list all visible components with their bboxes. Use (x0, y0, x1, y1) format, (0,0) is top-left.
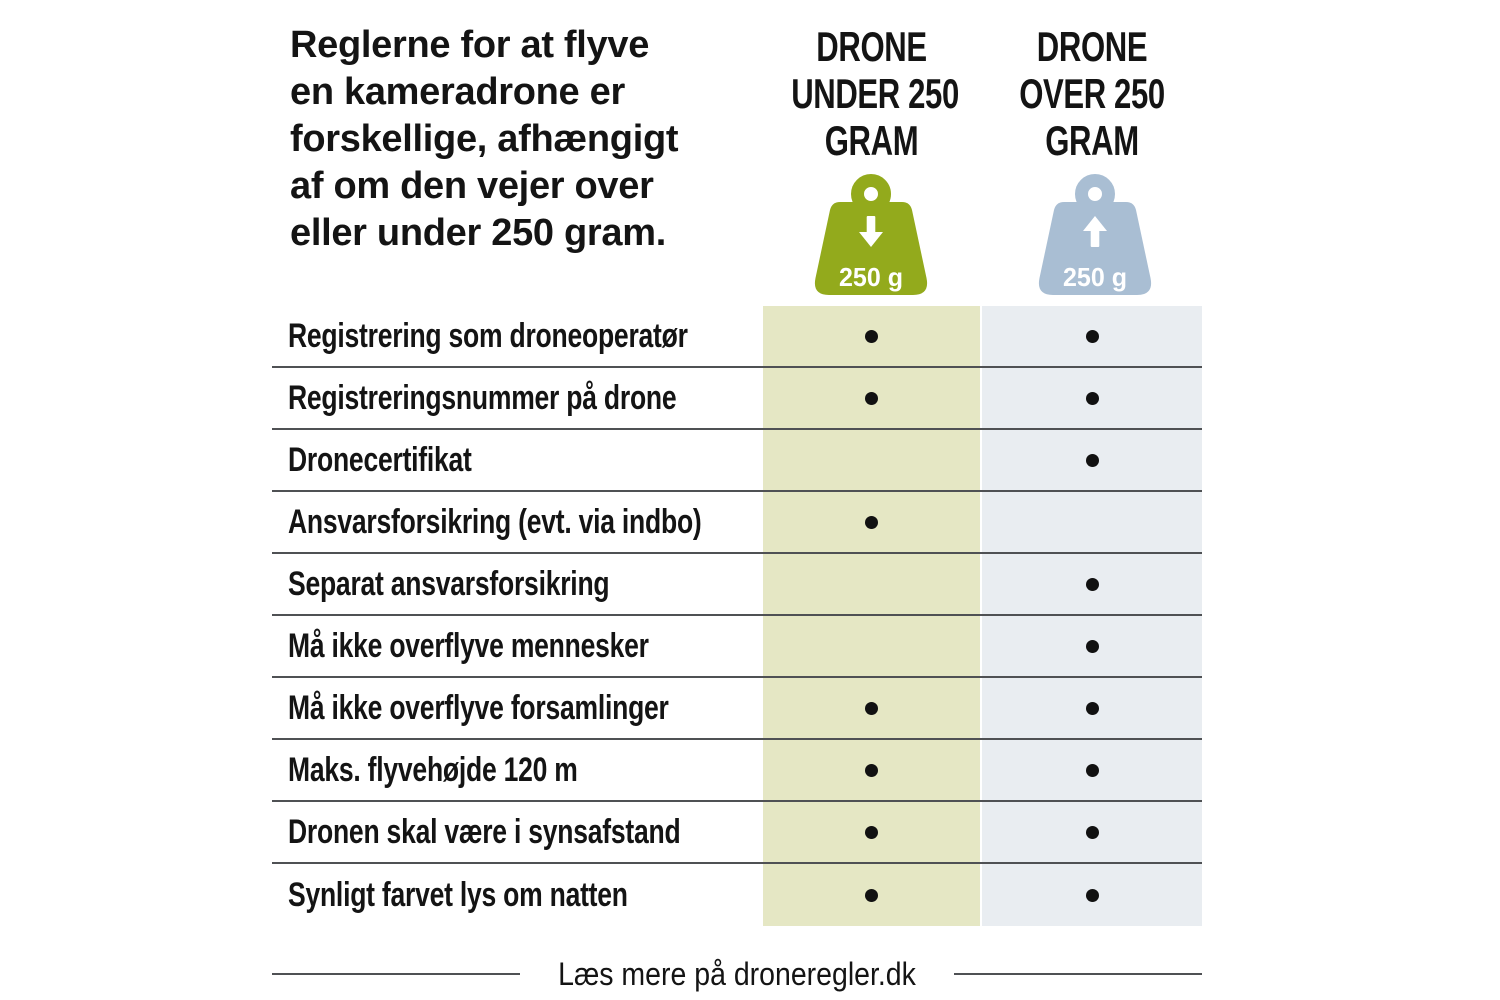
cell-over-250 (982, 430, 1202, 490)
cell-over-250 (982, 802, 1202, 862)
row-label-wrap: Ansvarsforsikring (evt. via indbo) (288, 492, 818, 552)
check-dot (865, 515, 878, 529)
table-row: Dronecertifikat (272, 430, 1202, 492)
check-dot (865, 888, 878, 902)
check-dot (1085, 763, 1099, 777)
cell-under-250 (763, 306, 980, 366)
row-label: Synligt farvet lys om natten (288, 875, 628, 914)
weight-label: 250 g (1063, 262, 1127, 292)
footer-text: Læs mere på droneregler.dk (558, 955, 916, 992)
cell-over-250 (982, 306, 1202, 366)
check-dot (865, 763, 878, 777)
column-header-over-250: DRONE OVER 250 GRAM (1011, 23, 1174, 164)
check-dot (1085, 639, 1099, 653)
check-dot (1085, 453, 1099, 467)
table-row: Må ikke overflyve mennesker (272, 616, 1202, 678)
cell-over-250 (982, 864, 1202, 926)
row-label-wrap: Separat ansvarsforsikring (288, 554, 700, 614)
arrow-up-head (1083, 216, 1107, 231)
check-dot (1085, 577, 1099, 591)
arrow-down-head (859, 232, 883, 247)
cell-under-250 (763, 740, 980, 800)
check-dot (865, 329, 878, 343)
weight-label: 250 g (839, 262, 903, 292)
check-dot (865, 391, 878, 405)
footer: Læs mere på droneregler.dk (272, 953, 1202, 995)
row-label: Registreringsnummer på drone (288, 378, 677, 417)
table-row: Synligt farvet lys om natten (272, 864, 1202, 926)
footer-rule-left (272, 973, 520, 975)
column-header-line: GRAM (1045, 117, 1139, 164)
cell-over-250 (982, 492, 1202, 552)
row-label: Dronecertifikat (288, 440, 472, 479)
cell-under-250 (763, 616, 980, 676)
cell-under-250 (763, 492, 980, 552)
intro-text: Reglerne for at flyve en kameradrone er … (290, 22, 760, 257)
intro-line: Reglerne for at flyve (290, 24, 650, 66)
row-label-wrap: Registrering som droneoperatør (288, 306, 800, 366)
cell-under-250 (763, 802, 980, 862)
arrow-down-shaft (866, 216, 876, 234)
cell-over-250 (982, 616, 1202, 676)
weight-arrow-down-icon: 250 g (814, 174, 928, 295)
row-label: Ansvarsforsikring (evt. via indbo) (288, 502, 702, 541)
intro-line: eller under 250 gram. (290, 212, 666, 254)
column-band-over-250 (982, 306, 1202, 926)
table-row: Maks. flyvehøjde 120 m (272, 740, 1202, 802)
check-dot (865, 825, 878, 839)
column-band-under-250 (763, 306, 980, 926)
column-header-line: DRONE (1036, 23, 1148, 70)
row-label: Dronen skal være i synsafstand (288, 812, 681, 851)
cell-under-250 (763, 430, 980, 490)
check-dot (1085, 825, 1099, 839)
table-row: Dronen skal være i synsafstand (272, 802, 1202, 864)
column-header-line: OVER 250 (1019, 70, 1165, 117)
column-header-line: UNDER 250 (791, 70, 959, 117)
table-row: Registrering som droneoperatør (272, 306, 1202, 368)
row-label-wrap: Dronecertifikat (288, 430, 523, 490)
check-dot (1085, 701, 1099, 715)
cell-under-250 (763, 368, 980, 428)
row-label: Må ikke overflyve mennesker (288, 626, 649, 665)
check-dot (1085, 888, 1099, 902)
intro-line: af om den vejer over (290, 165, 654, 207)
rules-table: Registrering som droneoperatør Registrer… (272, 306, 1202, 926)
footer-rule-right (954, 973, 1202, 975)
row-label-wrap: Må ikke overflyve forsamlinger (288, 678, 776, 738)
check-dot (865, 701, 878, 715)
row-label-wrap: Synligt farvet lys om natten (288, 864, 724, 926)
cell-over-250 (982, 368, 1202, 428)
row-label-wrap: Dronen skal være i synsafstand (288, 802, 791, 862)
row-label-wrap: Må ikke overflyve mennesker (288, 616, 751, 676)
table-row: Separat ansvarsforsikring (272, 554, 1202, 616)
cell-under-250 (763, 678, 980, 738)
rules-table-body: Registrering som droneoperatør Registrer… (272, 306, 1202, 926)
check-dot (1085, 391, 1099, 405)
weight-arrow-up-icon: 250 g (1038, 174, 1152, 295)
cell-over-250 (982, 740, 1202, 800)
arrow-up-shaft (1090, 229, 1100, 247)
column-header-line: DRONE (816, 23, 927, 70)
table-row: Registreringsnummer på drone (272, 368, 1202, 430)
row-label: Separat ansvarsforsikring (288, 564, 610, 603)
row-label-wrap: Maks. flyvehøjde 120 m (288, 740, 659, 800)
cell-over-250 (982, 678, 1202, 738)
row-label: Registrering som droneoperatør (288, 316, 688, 355)
row-label: Må ikke overflyve forsamlinger (288, 688, 669, 727)
check-dot (1085, 329, 1099, 343)
column-header-under-250: DRONE UNDER 250 GRAM (791, 23, 959, 164)
intro-line: en kameradrone er (290, 71, 625, 113)
table-row: Må ikke overflyve forsamlinger (272, 678, 1202, 740)
weight-body (814, 202, 928, 295)
row-label-wrap: Registreringsnummer på drone (288, 368, 786, 428)
cell-under-250 (763, 554, 980, 614)
row-label: Maks. flyvehøjde 120 m (288, 750, 578, 789)
intro-line: forskellige, afhængigt (290, 118, 679, 160)
cell-under-250 (763, 864, 980, 926)
cell-over-250 (982, 554, 1202, 614)
table-row: Ansvarsforsikring (evt. via indbo) (272, 492, 1202, 554)
weight-body (1038, 202, 1152, 295)
column-header-line: GRAM (824, 117, 919, 164)
